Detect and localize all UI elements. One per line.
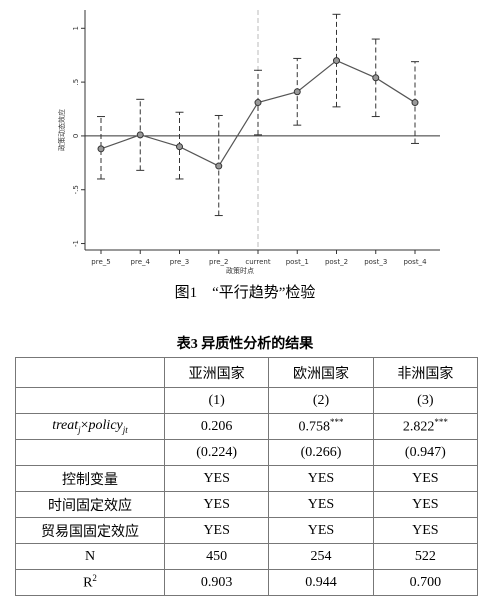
table-cell: 0.700 — [372, 569, 479, 596]
table-cell: (3) — [372, 387, 479, 414]
table-cell: 0.944 — [268, 569, 374, 596]
table-cell: 254 — [268, 543, 374, 570]
x-tick-label: pre_5 — [91, 258, 110, 266]
table-cell: 贸易国固定效应 — [15, 517, 165, 544]
table-row: (0.224) (0.266) (0.947) — [15, 439, 479, 466]
table-cell: 时间固定效应 — [15, 491, 165, 518]
x-tick-label: post_4 — [403, 258, 427, 266]
table-cell: YES — [372, 491, 479, 518]
point — [176, 143, 183, 151]
x-tick-label: pre_4 — [131, 258, 151, 266]
table-cell: 0.903 — [163, 569, 270, 596]
table-cell: YES — [372, 465, 479, 492]
table-cell: treatj×policyjt — [15, 413, 165, 440]
cell-text: 0.758 — [298, 419, 330, 435]
table-cell: (0.224) — [163, 439, 270, 466]
y-tick-label: -.5 — [72, 185, 80, 194]
x-tick-label: pre_2 — [209, 258, 228, 266]
table-row: 控制变量 YES YES YES — [15, 465, 479, 492]
table-cell: YES — [163, 491, 270, 518]
cell-text: jt — [122, 424, 128, 435]
table-cell: 亚洲国家 — [163, 357, 270, 388]
table-cell: 450 — [163, 543, 270, 570]
point — [293, 88, 301, 96]
point — [254, 99, 262, 107]
table-row: (1) (2) (3) — [15, 387, 479, 414]
table-cell: YES — [163, 517, 270, 544]
table-cell: 0.758*** — [268, 413, 374, 440]
point — [333, 57, 340, 65]
table-cell: YES — [372, 517, 479, 544]
y-tick-label: 0 — [72, 134, 80, 138]
table-cell: 控制变量 — [15, 465, 165, 492]
point — [97, 145, 105, 153]
table-cell: 非洲国家 — [372, 357, 479, 388]
header-row: 亚洲国家 欧洲国家 非洲国家 — [15, 357, 479, 388]
table-cell: (2) — [268, 387, 374, 414]
table-cell: YES — [268, 465, 374, 492]
cell-text: × — [80, 418, 89, 434]
table-cell: R2 — [15, 569, 165, 596]
table-cell: (0.947) — [372, 439, 479, 466]
table-cell — [15, 439, 165, 466]
cell-text: R — [83, 575, 93, 591]
table-row: 时间固定效应 YES YES YES — [15, 491, 479, 518]
cell-text: j — [78, 424, 81, 435]
cell-text: treat — [52, 418, 79, 434]
y-tick-label: 1 — [72, 26, 80, 30]
results-table: 亚洲国家 欧洲国家 非洲国家 (1) (2) (3) treatj×policyjt 0.20… — [15, 357, 479, 596]
point — [372, 74, 380, 82]
cell-text: 2.822 — [402, 419, 435, 435]
table-cell: N — [15, 543, 165, 570]
table-title: 表3 异质性分析的结果 — [176, 337, 314, 352]
table-cell — [15, 387, 165, 414]
x-tick-label: post_1 — [286, 258, 309, 266]
table-cell: 522 — [372, 543, 479, 570]
figure-caption: 图1 “平行趋势”检验 — [174, 285, 316, 301]
table-cell: (1) — [163, 387, 270, 414]
x-tick-label: post_2 — [325, 258, 348, 266]
point — [136, 131, 144, 139]
point — [411, 99, 419, 107]
table-cell: YES — [268, 491, 374, 518]
table-row: treatj×policyjt 0.206 0.758*** 2.822*** — [15, 413, 479, 440]
cell-text: *** — [434, 417, 448, 428]
cell-text: 2 — [92, 573, 97, 584]
table-cell: 欧洲国家 — [268, 357, 374, 388]
x-tick-label: pre_3 — [170, 258, 189, 266]
table-cell: (0.266) — [268, 439, 374, 466]
table-row: N 450 254 522 — [15, 543, 479, 570]
table-cell: 2.822*** — [372, 413, 479, 440]
point — [215, 162, 223, 170]
y-tick-label: .5 — [72, 79, 80, 86]
table-row: 贸易国固定效应 YES YES YES — [15, 517, 479, 544]
x-tick-label: current — [245, 258, 271, 266]
x-tick-label: post_3 — [364, 258, 387, 266]
table-cell: YES — [163, 465, 270, 492]
table-cell: 0.206 — [163, 413, 270, 440]
cell-text: *** — [329, 417, 344, 428]
y-tick-label: -1 — [72, 240, 80, 247]
x-axis-label: 政策时点 — [226, 266, 254, 275]
table-cell — [15, 357, 165, 388]
chart: 政策时点 政策动态效应 -1 -.5 0 .5 1 pre_5 pre_4 pre_3 pre_… — [57, 10, 440, 275]
cell-text: policy — [88, 418, 123, 434]
table-row: R2 0.903 0.944 0.700 — [15, 569, 479, 596]
table-cell: YES — [268, 517, 374, 544]
y-axis-label: 政策动态效应 — [57, 109, 66, 151]
